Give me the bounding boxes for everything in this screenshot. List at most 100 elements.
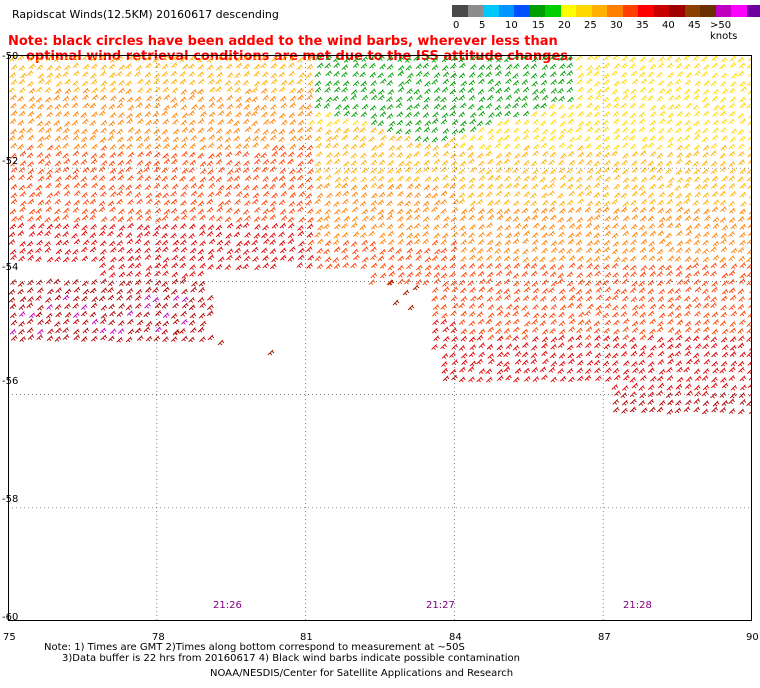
wind-barb	[260, 104, 268, 111]
wind-barb	[629, 63, 636, 69]
wind-barb	[101, 160, 108, 166]
wind-barb	[9, 55, 17, 62]
wind-barb	[676, 136, 683, 143]
wind-barb	[593, 160, 601, 167]
wind-barb	[332, 95, 340, 102]
wind-barb	[712, 127, 719, 134]
wind-barb	[629, 56, 636, 63]
wind-barb	[731, 72, 738, 79]
wind-barb	[44, 153, 52, 159]
wind-barb	[603, 62, 611, 69]
wind-barb	[530, 160, 538, 167]
wind-barb	[352, 119, 359, 126]
wind-barb	[350, 167, 358, 174]
wind-barb	[560, 112, 567, 119]
wind-barb	[73, 86, 80, 93]
wind-barb	[522, 134, 530, 141]
wind-barb	[532, 143, 540, 150]
wind-barb	[180, 142, 188, 149]
wind-barb	[244, 126, 252, 132]
wind-barb	[235, 150, 242, 156]
wind-barb	[549, 63, 557, 70]
wind-barb	[352, 103, 359, 110]
wind-barb	[35, 56, 43, 63]
wind-barb	[468, 94, 476, 101]
wind-barb	[405, 120, 413, 127]
wind-barb	[352, 62, 360, 68]
wind-barb	[441, 56, 449, 63]
wind-barb	[360, 86, 368, 93]
wind-barb	[521, 79, 529, 85]
legend-label: 25	[584, 20, 597, 31]
wind-barb	[494, 80, 502, 87]
wind-barb	[90, 79, 98, 85]
wind-barb	[251, 110, 259, 116]
wind-barb	[81, 128, 88, 135]
wind-barb	[693, 94, 700, 100]
wind-barb	[279, 168, 287, 174]
wind-barb	[641, 136, 648, 142]
wind-barb	[350, 143, 358, 150]
wind-barb	[360, 152, 367, 159]
legend-swatch	[514, 5, 530, 17]
wind-barb	[163, 143, 170, 149]
wind-barb	[458, 72, 466, 79]
wind-barb	[215, 86, 223, 92]
wind-barb	[594, 94, 602, 100]
wind-barb	[395, 144, 403, 151]
wind-barb	[226, 169, 234, 175]
wind-barb	[550, 71, 557, 78]
wind-barb	[118, 143, 126, 150]
wind-barb	[685, 126, 692, 133]
wind-barb	[125, 71, 133, 77]
wind-barb	[109, 168, 117, 174]
wind-barb	[306, 94, 314, 100]
wind-barb	[631, 160, 638, 166]
wind-barb	[693, 134, 701, 140]
wind-barb	[260, 62, 268, 69]
wind-barb	[576, 64, 583, 71]
wind-barb	[512, 167, 519, 174]
wind-barb	[729, 55, 737, 62]
wind-barb	[359, 136, 367, 142]
wind-barb	[694, 70, 701, 76]
wind-barb	[54, 160, 62, 167]
wind-barb	[305, 134, 313, 141]
wind-barb	[125, 159, 133, 165]
wind-barb	[396, 111, 404, 117]
wind-barb	[270, 62, 278, 69]
wind-barb	[343, 128, 350, 134]
wind-barb	[208, 142, 215, 149]
wind-barb	[557, 159, 565, 166]
wind-barb	[720, 118, 728, 125]
wind-barb	[190, 135, 198, 141]
wind-barb	[62, 127, 70, 134]
wind-barb	[729, 96, 737, 103]
wind-barb	[37, 168, 45, 175]
wind-barb	[415, 168, 422, 174]
wind-barb	[91, 128, 99, 135]
wind-barb	[622, 153, 629, 159]
wind-barb	[251, 87, 259, 93]
wind-barb	[296, 64, 304, 71]
wind-barb	[657, 135, 665, 141]
wind-barb	[434, 95, 441, 102]
wind-barb	[144, 71, 152, 78]
wind-barb	[728, 118, 736, 125]
wind-barb	[44, 87, 52, 93]
wind-barb	[27, 118, 35, 124]
wind-barb	[18, 167, 26, 173]
wind-barb	[216, 71, 224, 78]
wind-barb	[20, 72, 27, 79]
wind-barb	[297, 160, 304, 167]
wind-barb	[226, 159, 233, 166]
wind-barb	[730, 81, 737, 87]
wind-barb	[351, 111, 358, 118]
wind-barb	[720, 127, 727, 133]
wind-barb	[10, 161, 17, 167]
wind-barb	[476, 152, 484, 159]
wind-barb	[37, 73, 45, 79]
wind-barb	[532, 168, 540, 175]
wind-barb	[108, 63, 116, 70]
wind-barb	[90, 55, 98, 62]
